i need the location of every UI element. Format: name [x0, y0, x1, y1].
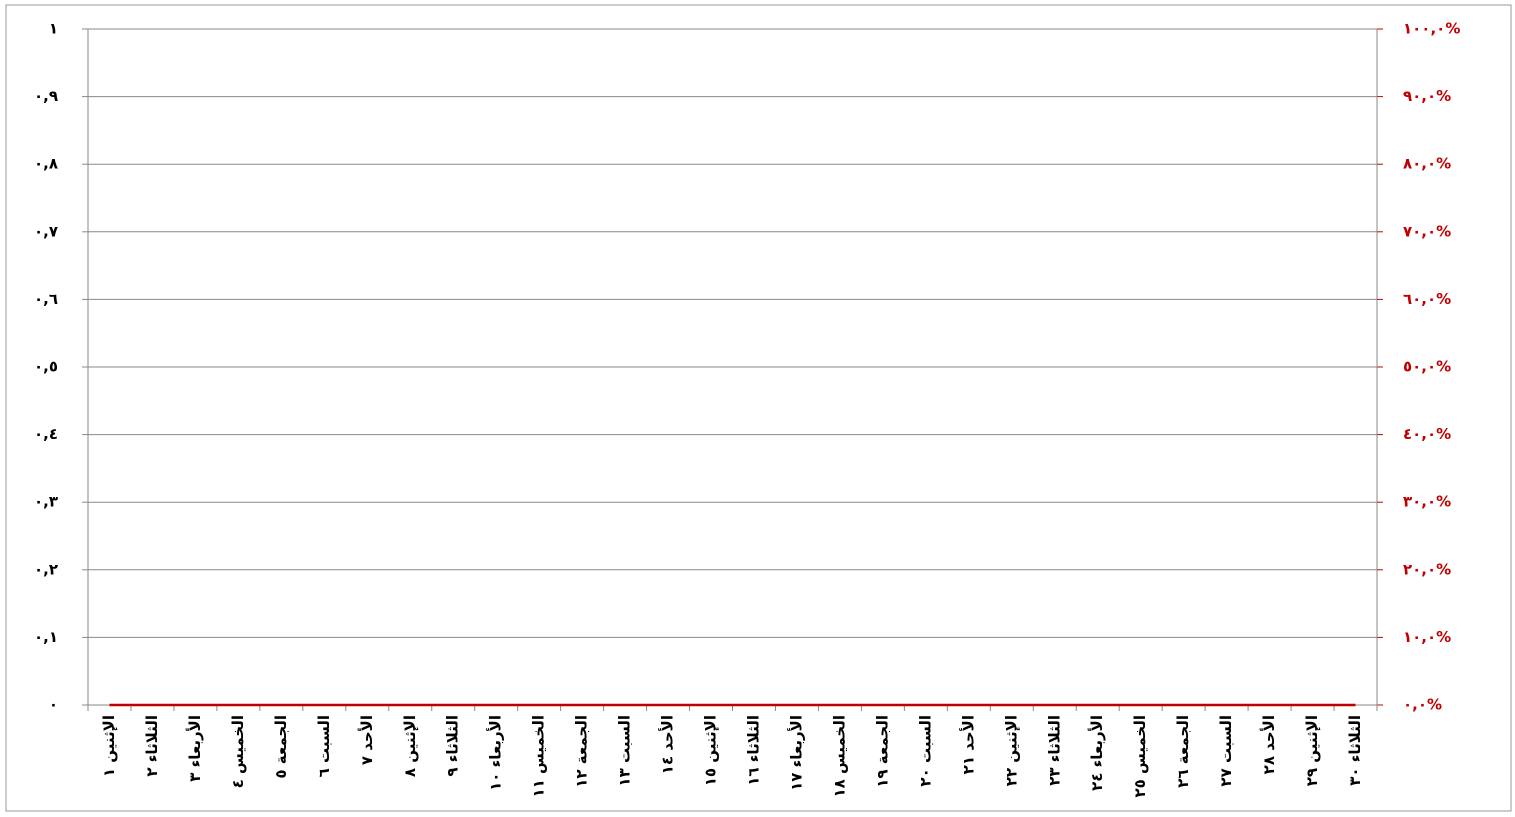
x-tick-label: الأحد ٧ — [358, 715, 376, 765]
y-tick-label: ٠,٣ — [34, 493, 58, 511]
y-tick-label: ١ — [49, 20, 58, 38]
x-tick-label: الأربعاء ٢٤ — [1088, 715, 1106, 791]
y-tick-label: ٠,٦ — [34, 290, 58, 308]
y2-tick-label: ١٠,٠% — [1403, 628, 1451, 646]
x-tick-label: الخميس ٢٥ — [1131, 715, 1149, 798]
y-tick-label: ٠,٥ — [34, 358, 58, 376]
x-tick-label: الجمعة ٥ — [272, 715, 290, 779]
x-tick-label: السبت ٢٧ — [1217, 715, 1235, 787]
y-tick-label: ٠,٢ — [34, 560, 58, 578]
x-tick-label: السبت ١٣ — [616, 715, 634, 787]
x-tick-label: الجمعة ٢٦ — [1174, 715, 1192, 788]
y-tick-label: ٠ — [49, 696, 58, 714]
y2-tick-label: ٢٠,٠% — [1403, 560, 1451, 578]
y-tick-label: ٠,٤ — [34, 425, 58, 443]
y2-tick-label: ٣٠,٠% — [1403, 493, 1451, 511]
x-tick-label: الأحد ٢٨ — [1260, 715, 1278, 774]
x-tick-label: الإثنين ١ — [100, 715, 118, 777]
x-tick-label: الثلاثاء ١٦ — [744, 715, 762, 786]
y-tick-label: ٠,٨ — [34, 155, 58, 173]
x-tick-label: الخميس ٤ — [229, 715, 247, 788]
x-tick-label: الأربعاء ١٠ — [487, 715, 505, 791]
y2-tick-label: ٧٠,٠% — [1403, 222, 1451, 240]
x-tick-label: الأربعاء ٣ — [186, 715, 204, 782]
x-tick-label: السبت ٢٠ — [916, 715, 934, 787]
x-tick-label: الإثنين ١٥ — [702, 715, 720, 786]
x-tick-label: الثلاثاء ٢ — [143, 715, 161, 777]
x-tick-label: الثلاثاء ٩ — [444, 715, 462, 777]
x-tick-label: الإثنين ٢٢ — [1002, 715, 1020, 786]
y2-tick-label: ٠,٠% — [1403, 696, 1442, 714]
x-tick-label: الثلاثاء ٢٣ — [1045, 715, 1063, 786]
x-tick-label: الخميس ١٨ — [830, 715, 848, 798]
x-tick-label: الجمعة ١٢ — [573, 715, 591, 788]
y2-tick-label: ١٠٠,٠% — [1403, 20, 1460, 38]
y2-tick-label: ٦٠,٠% — [1403, 290, 1451, 308]
x-tick-label: الإثنين ٢٩ — [1303, 715, 1321, 786]
x-tick-label: الأحد ٢١ — [959, 715, 977, 774]
x-tick-label: الإثنين ٨ — [401, 715, 419, 777]
x-tick-label: الجمعة ١٩ — [873, 715, 891, 788]
x-tick-label: الخميس ١١ — [530, 715, 548, 798]
y-tick-label: ٠,٧ — [34, 222, 58, 240]
y2-tick-label: ٩٠,٠% — [1403, 87, 1451, 105]
chart-border — [5, 4, 1512, 812]
x-tick-label: السبت ٦ — [315, 715, 333, 777]
y2-tick-label: ٨٠,٠% — [1403, 155, 1451, 173]
y2-tick-label: ٥٠,٠% — [1403, 358, 1451, 376]
x-tick-label: الأحد ١٤ — [659, 715, 677, 774]
x-tick-label: الثلاثاء ٣٠ — [1346, 715, 1364, 786]
y2-tick-label: ٤٠,٠% — [1403, 425, 1451, 443]
x-tick-label: الأربعاء ١٧ — [787, 715, 805, 791]
y-tick-label: ٠,١ — [34, 628, 58, 646]
y-tick-label: ٠,٩ — [34, 87, 58, 105]
